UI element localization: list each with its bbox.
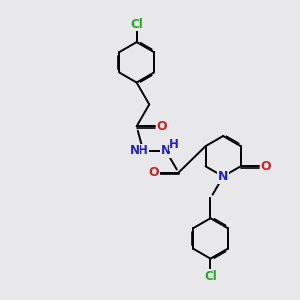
Text: O: O — [156, 120, 167, 133]
Text: N: N — [218, 170, 228, 183]
Text: H: H — [138, 144, 148, 157]
Text: H: H — [169, 138, 179, 151]
Text: O: O — [260, 160, 271, 173]
Text: Cl: Cl — [204, 270, 217, 283]
Text: N: N — [161, 144, 171, 157]
Text: O: O — [148, 166, 159, 179]
Text: Cl: Cl — [130, 18, 143, 31]
Text: N: N — [130, 144, 140, 157]
